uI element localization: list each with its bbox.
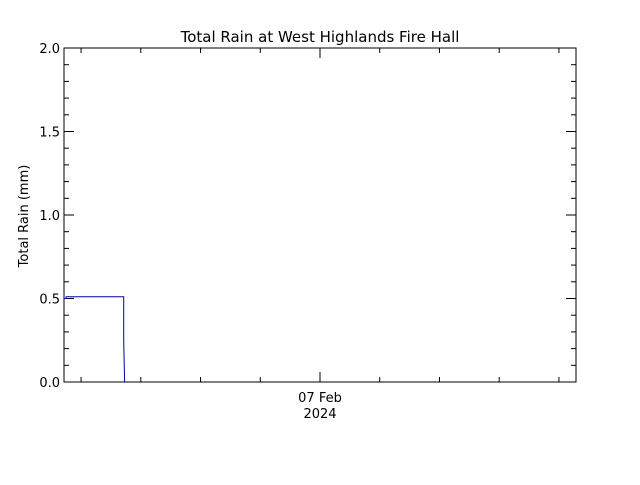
- y-tick-label: 1.0: [39, 209, 60, 224]
- y-axis-label: Total Rain (mm): [17, 165, 32, 269]
- y-ticks: 0.0 0.5 1.0 1.5 2.0: [39, 42, 576, 391]
- x-tick-label: 07 Feb: [298, 391, 342, 406]
- x-tick-sublabel: 2024: [303, 407, 336, 422]
- y-tick-label: 2.0: [39, 42, 60, 57]
- plot-frame: [63, 47, 577, 383]
- y-tick-label: 0.5: [39, 293, 60, 308]
- series-line: [64, 296, 126, 383]
- series-group: [64, 296, 126, 383]
- chart-title: Total Rain at West Highlands Fire Hall: [180, 28, 460, 46]
- y-tick-label: 1.5: [39, 126, 60, 141]
- y-tick-label: 0.0: [39, 376, 60, 391]
- x-ticks: [80, 48, 560, 382]
